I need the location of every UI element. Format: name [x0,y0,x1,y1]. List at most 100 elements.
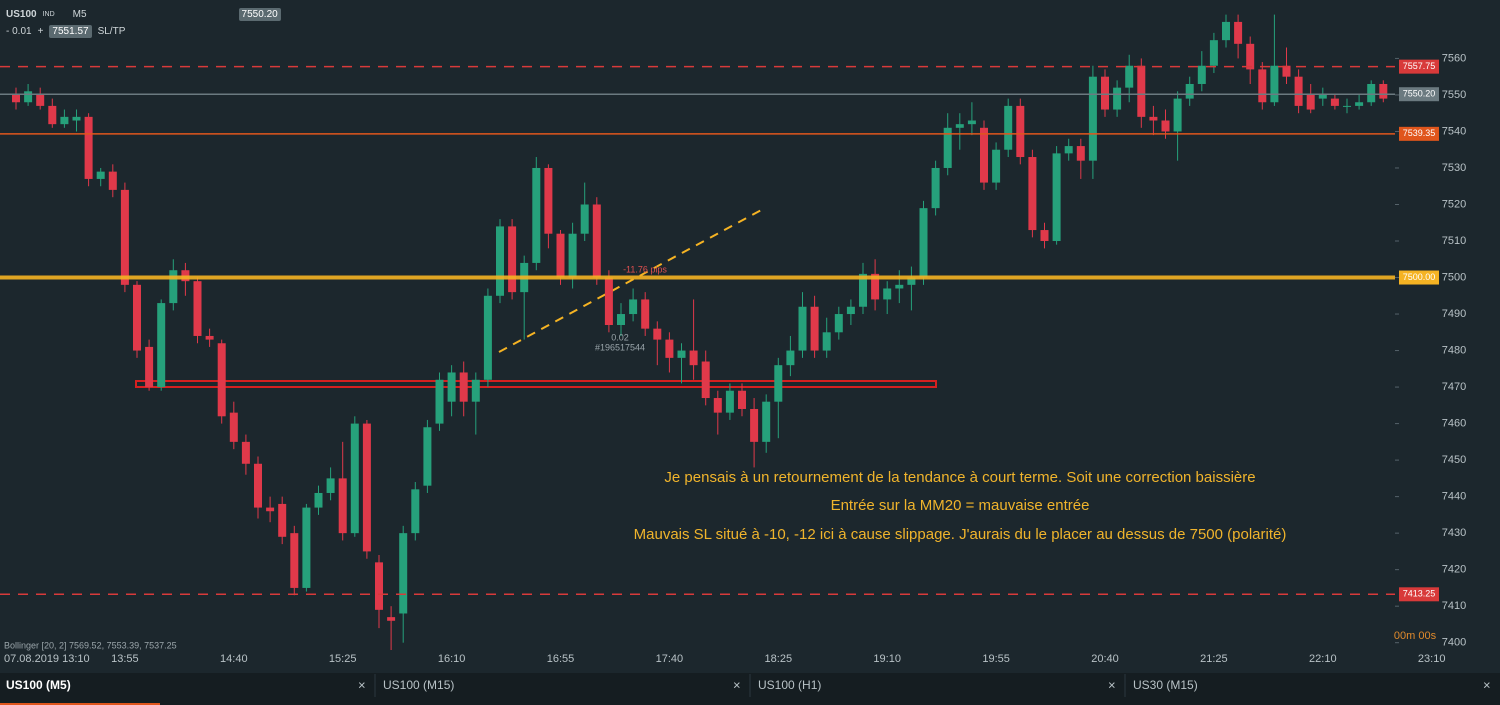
candle-body [1355,102,1364,106]
annotation: Mauvais SL situé à -10, -12 ici à cause … [634,526,1287,543]
candle-body [508,226,517,293]
y-tick-label: 7400 [1442,637,1466,649]
candle-body [326,478,335,493]
candle-body [689,350,698,366]
candle-body [1052,153,1061,242]
y-tick-label: 7470 [1442,381,1466,393]
price-label-box [1399,270,1439,285]
tab-close[interactable]: × [1483,677,1491,692]
x-tick-label: 19:55 [982,653,1010,665]
price-label: 7539.35 [1403,128,1436,138]
x-tick-label: 16:55 [547,653,575,665]
candle-body [544,167,553,234]
candle-body [883,288,892,300]
candle-body [471,379,480,402]
tab-title[interactable]: US100 (M5) [6,678,71,692]
candle-body [1330,98,1339,106]
candle-body [278,503,287,537]
candle-body [24,91,33,103]
candle-body [653,328,662,340]
candle-body [762,401,771,442]
candle-body [967,120,976,125]
candle-body [907,277,916,285]
candle-body [617,314,625,325]
trade-id: #196517544 [595,342,645,352]
candle-body [1004,105,1013,150]
candle-body [980,127,988,183]
x-tick-label: 20:40 [1091,653,1119,665]
candle-body [217,343,226,417]
candle-body [1318,94,1327,99]
bid[interactable]: 7550.20 [238,8,281,21]
y-tick-label: 7510 [1442,235,1466,247]
symbol[interactable]: US100 [6,9,37,20]
candle-body [1137,65,1146,117]
price-label: 7413.25 [1403,589,1436,599]
trend-line [498,207,766,353]
candle-body [955,124,964,128]
candle-body [145,346,154,388]
y-tick-label: 7500 [1442,271,1466,283]
price-label-box [1399,587,1439,602]
candle-body [750,408,759,442]
y-tick-label: 7530 [1442,162,1466,174]
candle-body [738,390,746,409]
x-tick-label: 23:10 [1418,653,1446,665]
timeframe[interactable]: M5 [72,9,87,20]
candle-body [556,233,565,278]
candle-body [810,306,819,351]
candle-body [604,277,613,325]
candle-body [568,233,577,278]
price-label-box [1399,87,1439,102]
candle-body [1209,40,1218,66]
plus[interactable]: + [37,26,44,37]
candle-body [399,533,408,614]
candle-body [1306,94,1315,110]
y-tick-label: 7440 [1442,491,1466,503]
price-label-box [1399,59,1439,74]
candle-body [1343,105,1351,107]
annotation: Je pensais à un retournement de la tenda… [664,469,1255,486]
candle-body [1173,98,1182,132]
candle-body [84,116,93,179]
candle-body [895,284,904,289]
tab-title[interactable]: US100 (M15) [383,678,454,692]
tab-close[interactable]: × [358,677,366,692]
sltp[interactable]: SL/TP [97,26,126,37]
candle-body [1185,83,1194,99]
trade-lot[interactable]: 0.02 [611,332,629,342]
tab-close[interactable]: × [733,677,741,692]
candle-body [1040,230,1049,242]
tab-title[interactable]: US100 (H1) [758,678,821,692]
trade-pips: -11.76 pips [623,264,667,274]
candle-body [1197,65,1206,84]
x-tick-label: 21:25 [1200,653,1228,665]
candle-body [1064,146,1073,154]
ask[interactable]: 7551.57 [49,25,92,38]
candle-body [943,127,952,168]
y-tick-label: 7460 [1442,418,1466,430]
candle-body [36,94,45,106]
y-tick-label: 7540 [1442,125,1466,137]
candle-body [459,372,468,402]
candle-body [483,295,492,380]
y-tick-label: 7420 [1442,564,1466,576]
candle-body [1149,116,1158,121]
tab-close[interactable]: × [1108,677,1116,692]
x-tick-label: 19:10 [873,653,901,665]
candle-body [992,149,1001,183]
candle-body [229,412,238,442]
candle-body [786,350,795,366]
candle-body [846,306,855,315]
candle-body [60,116,69,125]
x-tick-label: 15:25 [329,653,357,665]
tab-title[interactable]: US30 (M15) [1133,678,1198,692]
candle-body [859,273,867,307]
candle-body [447,372,456,402]
y-tick-label: 7490 [1442,308,1466,320]
candle-body [387,617,396,621]
candle-body [834,314,843,333]
indicator-legend: Bollinger [20, 2] 7569.52, 7553.39, 7537… [4,640,177,650]
